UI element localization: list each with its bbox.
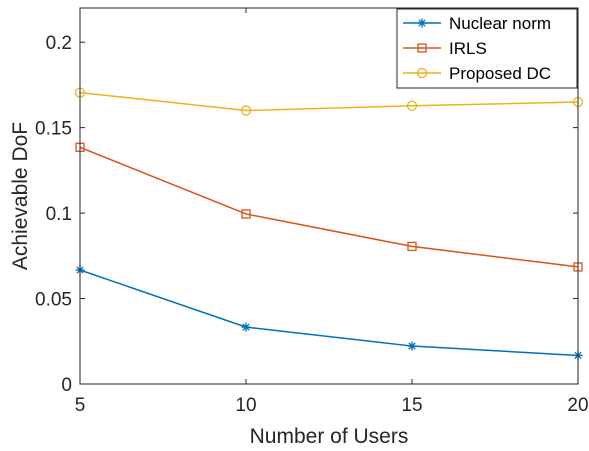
legend-marker: [417, 43, 427, 53]
x-tick-label: 15: [401, 395, 422, 416]
series-line: [79, 146, 579, 268]
axes-box: [79, 7, 579, 385]
legend-marker: [416, 67, 428, 79]
data-point: [407, 241, 417, 252]
data-point: [241, 322, 251, 332]
y-tick-label: 0: [61, 375, 72, 396]
series-line: [79, 91, 579, 112]
legend: Nuclear norm IRLS Proposed DC: [396, 8, 578, 89]
y-tick-label: 0.1: [46, 204, 72, 225]
legend-item: Proposed DC: [403, 64, 551, 83]
y-tick-label: 0.15: [35, 119, 72, 140]
x-tick-label: 5: [75, 395, 86, 416]
series-line: [79, 269, 579, 357]
data-point: [406, 100, 418, 111]
legend-label: Nuclear norm: [449, 14, 551, 33]
data-point: [241, 209, 251, 219]
legend-marker: [417, 18, 427, 28]
legend-label: IRLS: [449, 39, 487, 58]
y-tick-label: 0.2: [46, 33, 72, 54]
series-layer: [74, 87, 584, 360]
data-point: [240, 105, 252, 116]
axes: 5 10 15 20 0 0.05 0.1 0.15 0.2: [35, 7, 589, 416]
legend-label: Proposed DC: [449, 64, 551, 83]
legend-item: Nuclear norm: [403, 14, 551, 33]
x-tick-label: 10: [235, 395, 256, 416]
y-axis-label: Achievable DoF: [9, 122, 32, 270]
data-point: [407, 341, 417, 351]
x-axis-label: Number of Users: [250, 425, 409, 448]
y-tick-label: 0.05: [35, 290, 72, 311]
x-tick-label: 20: [567, 395, 588, 416]
legend-item: IRLS: [403, 39, 487, 58]
